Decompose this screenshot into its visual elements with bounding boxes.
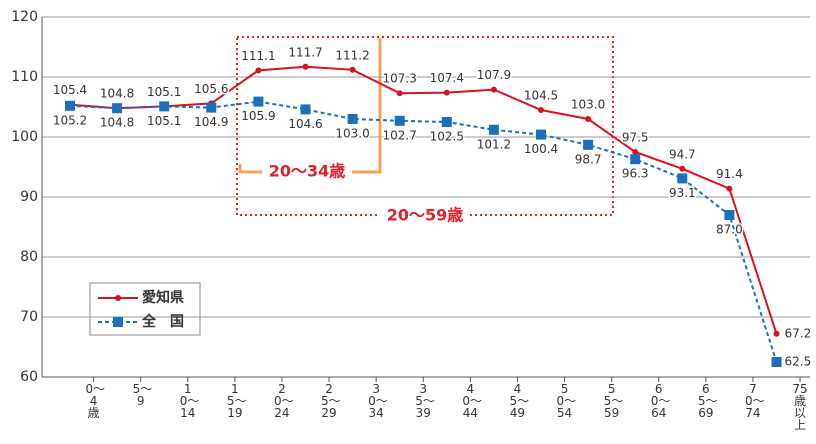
x-tick-label: 50〜54: [556, 382, 577, 420]
marker: [583, 139, 594, 150]
annotation-bg: [380, 205, 470, 225]
legend-marker: [113, 317, 123, 327]
marker: [396, 90, 403, 97]
value-label: 102.5: [430, 130, 464, 144]
value-label: 105.9: [241, 109, 275, 123]
y-tick-label: 90: [20, 189, 38, 205]
value-label: 104.6: [288, 117, 322, 131]
legend-label: 全 国: [141, 313, 184, 330]
value-label: 87.0: [716, 223, 743, 237]
x-tick-label: 25〜29: [321, 382, 341, 420]
value-label: 91.4: [716, 167, 743, 181]
marker: [300, 104, 311, 115]
marker: [630, 154, 641, 165]
value-label: 103.0: [571, 98, 605, 112]
x-tick-label: 0〜4歳: [85, 382, 106, 420]
y-tick-label: 60: [20, 369, 38, 385]
y-tick-label: 80: [20, 249, 38, 265]
value-label: 105.4: [53, 83, 87, 97]
value-label: 111.2: [335, 48, 369, 62]
value-label: 102.7: [383, 128, 417, 142]
x-tick-label: 35〜39: [415, 382, 435, 420]
value-label: 104.8: [100, 116, 134, 130]
marker: [347, 114, 358, 124]
value-label: 104.8: [100, 87, 134, 101]
x-tick-label: 5〜9: [132, 382, 153, 408]
legend-label: 愛知県: [142, 289, 184, 306]
value-label: 97.5: [622, 131, 649, 145]
legend-marker: [115, 295, 121, 301]
series-line: [69, 65, 778, 335]
value-label: 103.0: [335, 127, 369, 141]
marker: [255, 67, 262, 74]
value-label: 104.5: [524, 89, 558, 103]
marker: [536, 129, 546, 140]
x-tick-label: 20〜24: [273, 382, 294, 420]
y-tick-label: 120: [11, 9, 38, 25]
marker: [159, 101, 170, 112]
marker: [538, 107, 544, 113]
marker: [302, 63, 309, 70]
x-tick-label: 75歳以上: [792, 382, 808, 432]
y-tick-label: 70: [20, 309, 38, 325]
value-label: 107.9: [477, 68, 511, 82]
value-label: 93.1: [669, 186, 696, 200]
legend-box: [89, 282, 201, 336]
x-tick-label: 40〜44: [462, 382, 482, 420]
marker: [771, 357, 782, 367]
marker: [349, 66, 356, 73]
value-label: 111.7: [288, 45, 322, 59]
value-label: 67.2: [785, 326, 812, 340]
x-tick-label: 60〜64: [650, 382, 671, 420]
marker: [112, 103, 123, 114]
annotation: 20〜59歳: [387, 206, 464, 225]
marker: [441, 117, 452, 127]
value-label: 105.6: [194, 82, 228, 96]
x-tick-label: 70〜74: [744, 382, 765, 420]
x-tick-label: 55〜59: [603, 382, 624, 420]
value-label: 96.3: [622, 167, 649, 181]
x-tick-label: 10〜14: [179, 382, 200, 420]
annotation-bg: [263, 162, 351, 182]
marker: [724, 210, 735, 220]
marker: [679, 165, 686, 172]
value-label: 107.3: [383, 72, 417, 86]
marker: [253, 96, 264, 107]
value-label: 105.1: [147, 114, 181, 128]
value-label: 105.1: [147, 85, 181, 99]
marker: [677, 173, 688, 184]
series-line: [69, 100, 778, 363]
annotation: 20〜34歳: [269, 162, 346, 181]
marker: [726, 185, 733, 192]
y-tick-label: 100: [11, 129, 38, 145]
marker: [585, 116, 592, 122]
value-label: 104.9: [194, 115, 228, 129]
value-label: 101.2: [477, 137, 511, 151]
value-label: 100.4: [524, 142, 558, 156]
marker: [632, 149, 639, 155]
x-tick-label: 30〜34: [368, 382, 388, 420]
marker: [65, 100, 75, 111]
marker: [488, 124, 499, 135]
marker: [394, 115, 405, 126]
y-tick-label: 110: [11, 69, 38, 85]
marker: [773, 330, 780, 337]
x-tick-label: 45〜49: [509, 382, 530, 420]
marker: [443, 89, 450, 96]
value-label: 94.7: [669, 147, 696, 161]
marker: [490, 86, 497, 93]
value-label: 62.5: [785, 355, 812, 369]
value-label: 107.4: [430, 71, 464, 85]
x-tick-label: 65〜69: [697, 382, 718, 420]
value-label: 98.7: [575, 152, 602, 166]
marker: [206, 102, 217, 113]
value-label: 111.1: [241, 49, 275, 63]
x-tick-label: 15〜19: [226, 382, 247, 420]
value-label: 105.2: [53, 113, 87, 127]
